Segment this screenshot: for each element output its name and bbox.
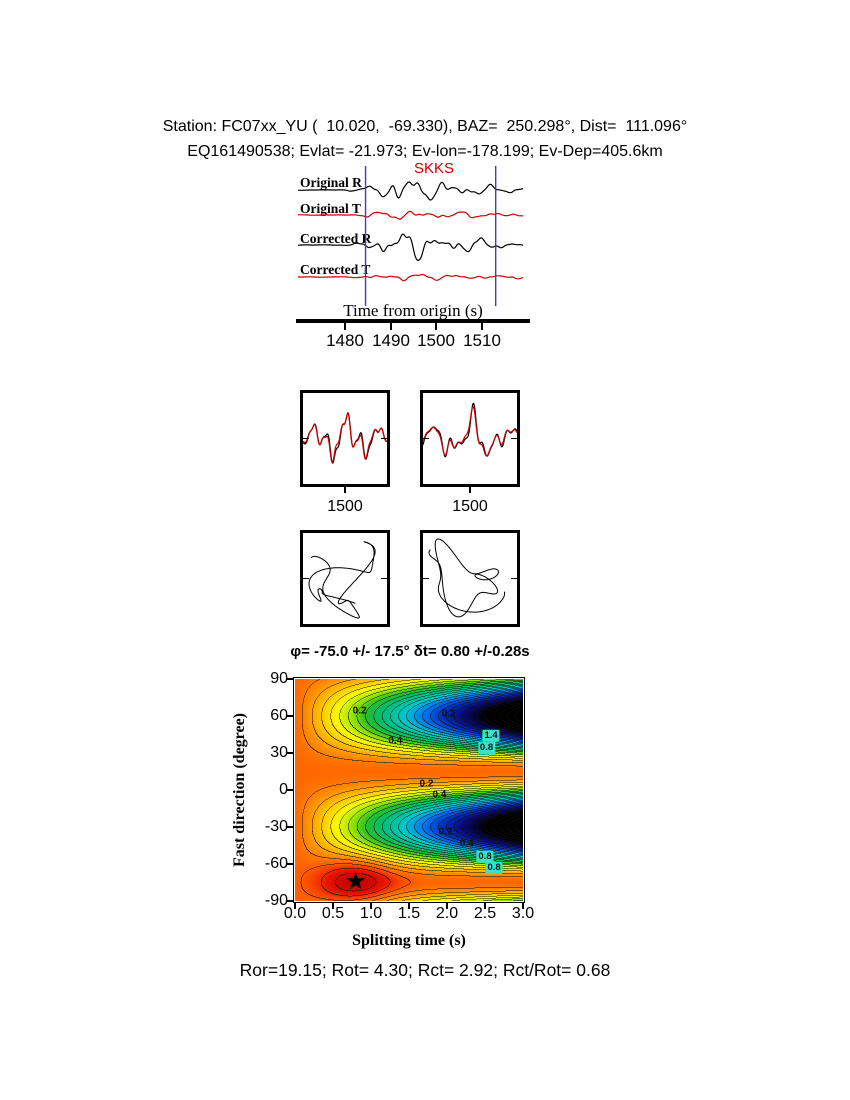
trace-label-corrected-t: Corrected T	[300, 262, 371, 277]
seismogram-trace	[298, 181, 523, 201]
contour-title: φ= -75.0 +/- 17.5° δt= 0.80 +/-0.28s	[290, 643, 530, 660]
tick-mark	[446, 902, 448, 909]
tick-mark	[287, 752, 294, 754]
tick-mark	[344, 323, 346, 330]
trace-label-original-r: Original R	[300, 175, 362, 190]
dt-tick-label: 0.5	[321, 905, 345, 922]
particle-motion-box-1	[300, 530, 390, 627]
tick-mark	[287, 863, 294, 865]
tick-mark	[287, 789, 294, 791]
phase-label: SKKS	[413, 160, 455, 177]
tick-mark	[370, 902, 372, 909]
tick-mark	[423, 437, 429, 440]
dt-tick-label: 0.0	[283, 905, 307, 922]
seismogram-trace	[298, 210, 524, 220]
tick-mark	[423, 577, 429, 580]
time-tick-label: 1500	[417, 331, 455, 350]
tick-mark	[287, 826, 294, 828]
tick-mark	[287, 678, 294, 680]
tick-mark	[303, 437, 309, 440]
tick-mark	[294, 902, 296, 909]
particle-motion-curve-1	[308, 541, 376, 619]
time-axis-label: Time from origin (s)	[343, 301, 483, 320]
dt-tick-label: 3.0	[511, 905, 535, 922]
tick-mark	[303, 577, 309, 580]
tick-mark	[469, 487, 471, 493]
waveform-overlay-box-2	[420, 390, 520, 487]
particle-motion-box-2	[420, 530, 520, 627]
phi-tick-label: 0	[279, 781, 288, 798]
contour-xlabel: Splitting time (s)	[352, 932, 466, 949]
tick-mark	[484, 902, 486, 909]
contour-ylabel: Fast direction (degree)	[231, 712, 248, 868]
trace-label-corrected-r: Corrected R	[300, 231, 372, 246]
phi-tick-label: -30	[264, 818, 288, 835]
station-header: Station: FC07xx_YU ( 10.020, -69.330), B…	[162, 118, 688, 135]
tick-mark	[435, 323, 437, 330]
overlay-trace-red	[423, 406, 517, 457]
dt-tick-label: 1.5	[397, 905, 421, 922]
statistics-footer: Ror=19.15; Rot= 4.30; Rct= 2.92; Rct/Rot…	[239, 960, 611, 980]
overlay-trace-black	[303, 412, 387, 464]
hodogram-curve	[308, 541, 376, 619]
tick-mark	[381, 577, 387, 580]
hodogram-curve	[428, 538, 506, 618]
dt-tick-label: 1.0	[359, 905, 383, 922]
dt-tick-label: 2.5	[473, 905, 497, 922]
time-tick-label: 1510	[463, 331, 501, 350]
overlay-trace-red	[303, 412, 387, 464]
tick-mark	[287, 715, 294, 717]
seismogram-trace	[298, 233, 524, 262]
panel-tick-label: 1500	[327, 498, 363, 515]
dt-tick-label: 2.0	[435, 905, 459, 922]
best-solution-star-icon: ★	[345, 867, 367, 895]
trace-label-original-t: Original T	[300, 201, 361, 216]
time-tick-label: 1490	[372, 331, 410, 350]
overlay-traces-1	[303, 412, 387, 464]
phi-tick-label: 30	[270, 744, 288, 761]
phi-tick-label: -60	[264, 855, 288, 872]
waveform-traces	[298, 166, 524, 306]
phi-tick-label: 90	[270, 670, 288, 687]
event-header: EQ161490538; Evlat= -21.973; Ev-lon=-178…	[187, 143, 663, 160]
tick-mark	[511, 437, 517, 440]
phi-tick-label: -90	[264, 892, 288, 909]
overlay-traces-2	[423, 402, 517, 458]
time-axis-line	[296, 319, 530, 323]
tick-mark	[390, 323, 392, 330]
waveform-overlay-box-1	[300, 390, 390, 487]
tick-mark	[344, 487, 346, 493]
overlay-trace-black	[423, 402, 517, 458]
tick-mark	[408, 902, 410, 909]
seismogram-trace	[298, 273, 524, 282]
contour-frame	[293, 677, 525, 903]
time-tick-label: 1480	[326, 331, 364, 350]
tick-mark	[381, 437, 387, 440]
panel-tick-label: 1500	[452, 498, 488, 515]
tick-mark	[287, 900, 294, 902]
misfit-contour-map	[295, 679, 523, 901]
tick-mark	[481, 323, 483, 330]
tick-mark	[511, 577, 517, 580]
particle-motion-curve-2	[428, 538, 506, 618]
phi-tick-label: 60	[270, 707, 288, 724]
tick-mark	[332, 902, 334, 909]
tick-mark	[522, 902, 524, 909]
